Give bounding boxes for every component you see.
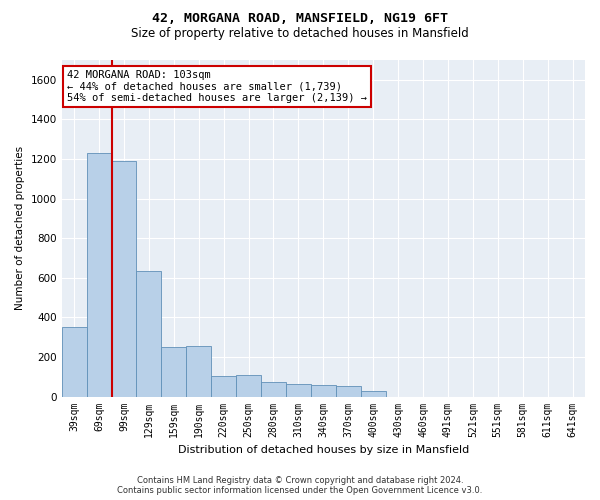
Bar [336,386,361,396]
Bar [161,347,186,397]
Bar [62,328,86,396]
Bar [136,271,161,396]
Bar [186,346,211,397]
Bar [261,382,286,396]
Bar [236,375,261,396]
Text: 42 MORGANA ROAD: 103sqm
← 44% of detached houses are smaller (1,739)
54% of semi: 42 MORGANA ROAD: 103sqm ← 44% of detache… [67,70,367,103]
Text: Contains HM Land Registry data © Crown copyright and database right 2024.
Contai: Contains HM Land Registry data © Crown c… [118,476,482,495]
Text: Size of property relative to detached houses in Mansfield: Size of property relative to detached ho… [131,28,469,40]
Bar [311,384,336,396]
X-axis label: Distribution of detached houses by size in Mansfield: Distribution of detached houses by size … [178,445,469,455]
Bar [86,153,112,396]
Y-axis label: Number of detached properties: Number of detached properties [15,146,25,310]
Text: 42, MORGANA ROAD, MANSFIELD, NG19 6FT: 42, MORGANA ROAD, MANSFIELD, NG19 6FT [152,12,448,26]
Bar [361,390,386,396]
Bar [112,161,136,396]
Bar [211,376,236,396]
Bar [286,384,311,396]
